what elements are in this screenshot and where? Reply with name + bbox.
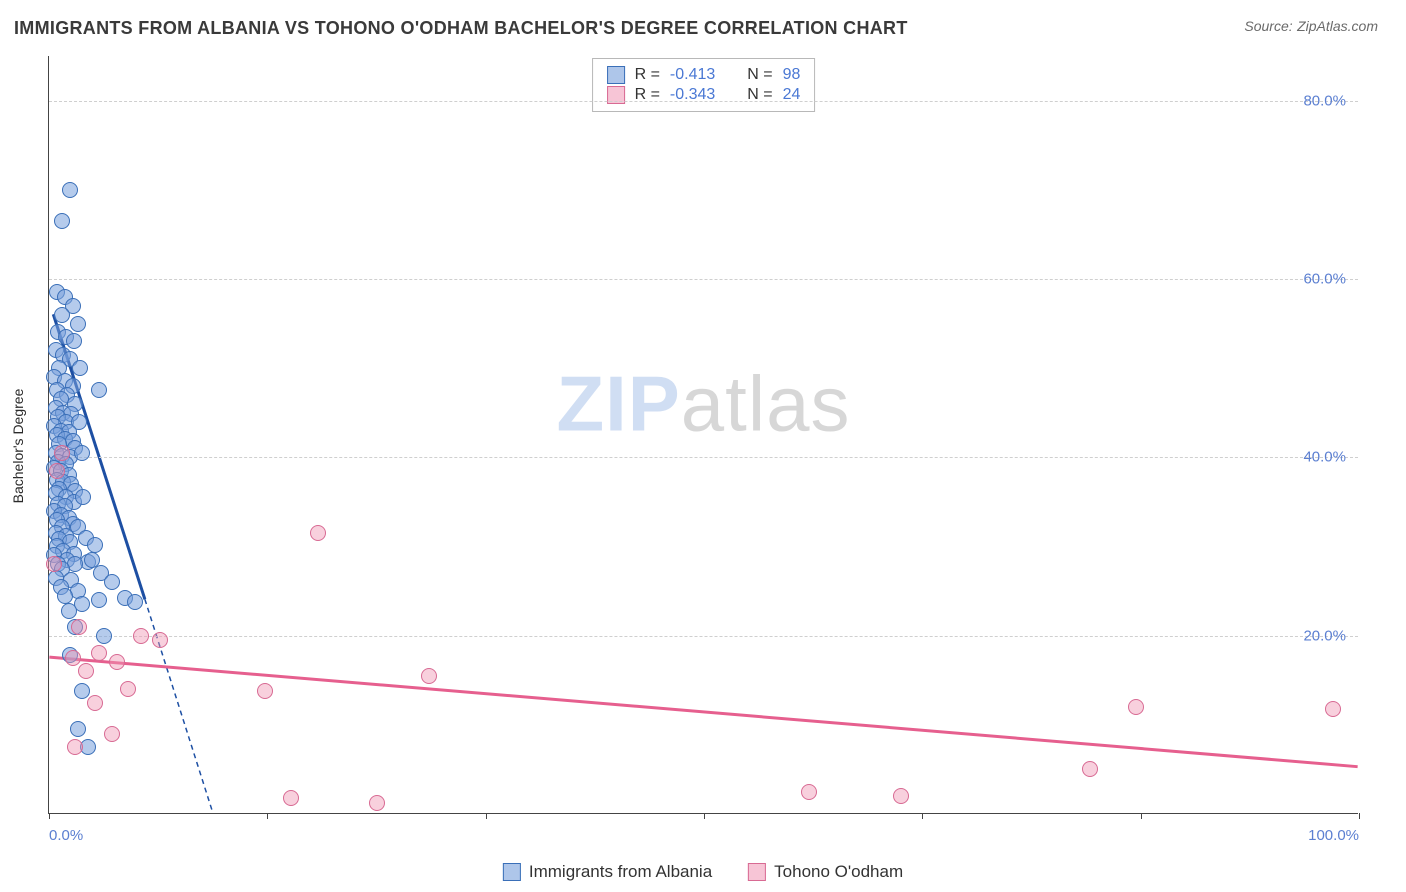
data-point xyxy=(54,445,70,461)
watermark-zip: ZIP xyxy=(556,360,680,448)
data-point xyxy=(74,445,90,461)
stats-row-tohono: R = -0.343 N = 24 xyxy=(607,85,801,105)
data-point xyxy=(1082,761,1098,777)
data-point xyxy=(96,628,112,644)
r-label: R = xyxy=(635,66,660,84)
source-label: Source: xyxy=(1244,18,1292,34)
xtick-mark xyxy=(704,813,705,819)
source-attribution: Source: ZipAtlas.com xyxy=(1244,18,1378,36)
data-point xyxy=(104,574,120,590)
legend-item-albania: Immigrants from Albania xyxy=(503,862,712,882)
data-point xyxy=(421,668,437,684)
data-point xyxy=(62,182,78,198)
data-point xyxy=(87,695,103,711)
data-point xyxy=(78,663,94,679)
gridline-h xyxy=(49,457,1358,458)
data-point xyxy=(75,489,91,505)
data-point xyxy=(152,632,168,648)
swatch-blue-icon xyxy=(607,66,625,84)
data-point xyxy=(127,594,143,610)
xtick-mark xyxy=(1359,813,1360,819)
xtick-label-min: 0.0% xyxy=(49,827,83,844)
data-point xyxy=(54,213,70,229)
correlation-stats-box: R = -0.413 N = 98 R = -0.343 N = 24 xyxy=(592,58,816,112)
y-axis-label: Bachelor's Degree xyxy=(10,389,26,504)
data-point xyxy=(70,316,86,332)
data-point xyxy=(91,645,107,661)
n-label: N = xyxy=(747,66,772,84)
n-value: 98 xyxy=(783,66,801,84)
ytick-label: 80.0% xyxy=(1303,92,1346,109)
watermark: ZIPatlas xyxy=(556,359,850,450)
data-point xyxy=(801,784,817,800)
data-point xyxy=(369,795,385,811)
xtick-mark xyxy=(922,813,923,819)
data-point xyxy=(66,333,82,349)
data-point xyxy=(91,382,107,398)
data-point xyxy=(67,739,83,755)
data-point xyxy=(46,556,62,572)
ytick-label: 60.0% xyxy=(1303,270,1346,287)
data-point xyxy=(133,628,149,644)
data-point xyxy=(74,683,90,699)
data-point xyxy=(61,603,77,619)
data-point xyxy=(87,537,103,553)
trend-lines xyxy=(49,56,1358,813)
swatch-blue-icon xyxy=(503,863,521,881)
data-point xyxy=(54,307,70,323)
source-name: ZipAtlas.com xyxy=(1297,18,1378,34)
data-point xyxy=(893,788,909,804)
ytick-label: 40.0% xyxy=(1303,449,1346,466)
xtick-label-max: 100.0% xyxy=(1308,827,1359,844)
watermark-atlas: atlas xyxy=(681,360,851,448)
data-point xyxy=(283,790,299,806)
bottom-legend: Immigrants from Albania Tohono O'odham xyxy=(503,862,903,882)
gridline-h xyxy=(49,101,1358,102)
ytick-label: 20.0% xyxy=(1303,627,1346,644)
data-point xyxy=(109,654,125,670)
xtick-mark xyxy=(486,813,487,819)
data-point xyxy=(49,463,65,479)
data-point xyxy=(1128,699,1144,715)
legend-label: Immigrants from Albania xyxy=(529,862,712,882)
gridline-h xyxy=(49,636,1358,637)
legend-label: Tohono O'odham xyxy=(774,862,903,882)
xtick-mark xyxy=(1141,813,1142,819)
swatch-pink-icon xyxy=(748,863,766,881)
r-value: -0.413 xyxy=(670,66,715,84)
data-point xyxy=(71,619,87,635)
stats-row-albania: R = -0.413 N = 98 xyxy=(607,65,801,85)
data-point xyxy=(91,592,107,608)
gridline-h xyxy=(49,279,1358,280)
xtick-mark xyxy=(267,813,268,819)
data-point xyxy=(57,588,73,604)
data-point xyxy=(120,681,136,697)
data-point xyxy=(72,360,88,376)
scatter-plot-area: ZIPatlas R = -0.413 N = 98 R = -0.343 N … xyxy=(48,56,1358,814)
chart-title: IMMIGRANTS FROM ALBANIA VS TOHONO O'ODHA… xyxy=(14,18,908,39)
data-point xyxy=(257,683,273,699)
data-point xyxy=(1325,701,1341,717)
data-point xyxy=(104,726,120,742)
data-point xyxy=(310,525,326,541)
xtick-mark xyxy=(49,813,50,819)
data-point xyxy=(70,721,86,737)
legend-item-tohono: Tohono O'odham xyxy=(748,862,903,882)
data-point xyxy=(65,650,81,666)
